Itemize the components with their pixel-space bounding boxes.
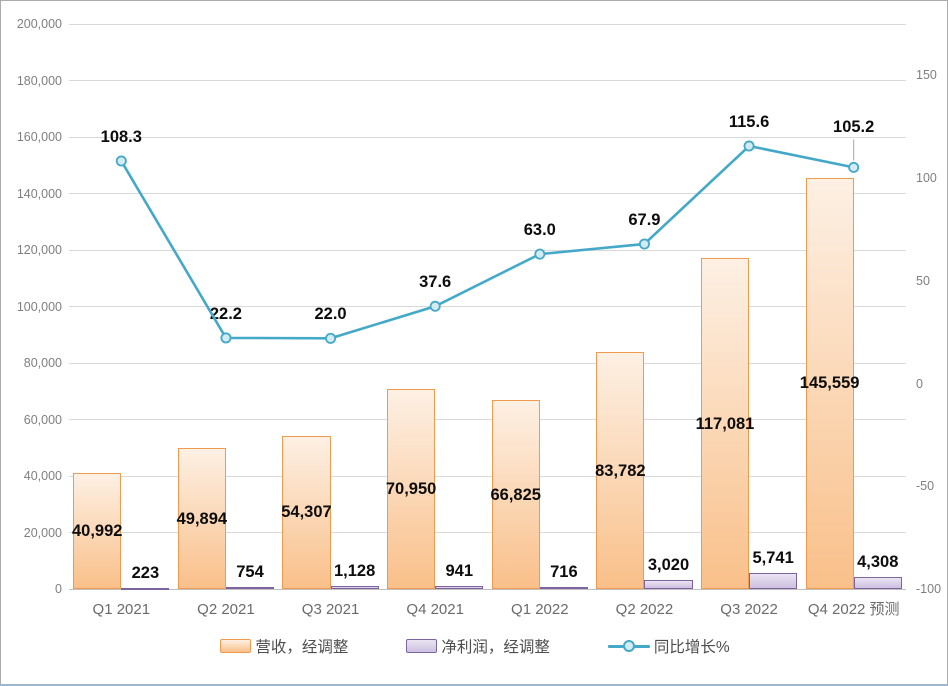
x-axis-category-label: Q4 2021 bbox=[406, 601, 464, 618]
gridline bbox=[69, 306, 906, 307]
revenue-bar bbox=[73, 473, 122, 589]
yoy-growth-label: 108.3 bbox=[100, 128, 142, 147]
revenue-bar bbox=[491, 400, 540, 589]
x-axis-category-label: Q2 2022 bbox=[615, 601, 674, 618]
revenue-bar-label: 145,559 bbox=[799, 374, 860, 393]
revenue-bar-label: 54,307 bbox=[281, 503, 332, 522]
right-axis-tick-label: 0 bbox=[916, 376, 923, 391]
yoy-growth-marker bbox=[743, 140, 755, 152]
revenue-swatch-icon bbox=[220, 639, 252, 653]
net-profit-bar-label: 754 bbox=[236, 562, 264, 581]
yoy-growth-line-path bbox=[120, 144, 854, 340]
revenue-bar-label: 40,992 bbox=[72, 522, 123, 541]
right-axis-tick-label: 100 bbox=[916, 171, 937, 186]
right-axis-tick-label: 150 bbox=[916, 68, 937, 83]
yoy-growth-marker bbox=[534, 248, 546, 260]
yoy-growth-marker bbox=[429, 300, 441, 312]
left-axis-tick-label: 60,000 bbox=[23, 412, 62, 427]
x-axis-category-label: Q4 2022 预测 bbox=[807, 601, 900, 618]
net-profit-swatch-icon bbox=[406, 639, 438, 653]
left-axis-tick-label: 120,000 bbox=[16, 243, 62, 257]
revenue-bar-label: 117,081 bbox=[695, 414, 755, 433]
net-profit-bar-label: 5,741 bbox=[752, 548, 794, 567]
net-profit-bar-label: 1,128 bbox=[333, 561, 376, 580]
net-profit-bar-label: 3,020 bbox=[647, 556, 690, 575]
revenue-bar bbox=[596, 352, 645, 589]
gridline bbox=[69, 193, 906, 194]
yoy-growth-label: 105.2 bbox=[833, 118, 875, 137]
x-axis-category-label: Q3 2021 bbox=[301, 601, 360, 618]
left-axis-tick-label: 80,000 bbox=[23, 356, 62, 370]
yoy-growth-marker bbox=[325, 332, 337, 344]
net-profit-bar bbox=[330, 585, 379, 589]
yoy-growth-label: 67.9 bbox=[628, 211, 661, 230]
revenue-bar bbox=[282, 435, 331, 589]
yoy-growth-marker bbox=[848, 161, 860, 173]
x-axis-category-label: Q1 2022 bbox=[511, 601, 569, 618]
net-profit-bar bbox=[853, 576, 902, 589]
revenue-bar-label: 66,825 bbox=[490, 485, 541, 504]
revenue-bar bbox=[700, 258, 750, 589]
net-profit-bar bbox=[539, 586, 588, 589]
left-axis-tick-label: 100,000 bbox=[16, 299, 62, 314]
net-profit-bar bbox=[749, 572, 798, 589]
yoy-growth-marker bbox=[220, 332, 232, 344]
yoy-growth-label: 22.2 bbox=[209, 304, 242, 323]
revenue-bar-label: 49,894 bbox=[176, 509, 228, 528]
x-axis-category-label: Q3 2022 bbox=[720, 601, 778, 618]
net-profit-bar-label: 4,308 bbox=[857, 552, 899, 571]
net-profit-bar bbox=[225, 586, 275, 589]
gridline bbox=[69, 136, 906, 138]
gridline bbox=[69, 532, 906, 533]
yoy-line-swatch-icon bbox=[607, 639, 650, 653]
yoy-growth-label: 22.0 bbox=[314, 305, 347, 324]
gridline bbox=[69, 23, 906, 25]
yoy-growth-label: 63.0 bbox=[523, 221, 556, 240]
revenue-bar-label: 70,950 bbox=[385, 479, 437, 498]
yoy-growth-label: 115.6 bbox=[728, 113, 770, 132]
revenue-bar-label: 83,782 bbox=[595, 461, 646, 480]
revenue-bar bbox=[805, 177, 854, 589]
legend-label-yoy-growth: 同比增长% bbox=[653, 639, 730, 656]
left-axis-tick-label: 160,000 bbox=[16, 130, 62, 144]
left-axis-tick-label: 200,000 bbox=[16, 17, 62, 31]
left-axis-tick-label: 140,000 bbox=[16, 186, 62, 201]
revenue-bar bbox=[177, 448, 226, 589]
net-profit-bar-label: 716 bbox=[550, 562, 578, 581]
net-profit-bar bbox=[644, 580, 693, 589]
left-axis-tick-label: 0 bbox=[55, 582, 62, 596]
net-profit-bar-label: 941 bbox=[445, 562, 474, 581]
gridline bbox=[69, 475, 906, 477]
legend-item-yoy-growth: 同比增长% bbox=[607, 635, 730, 657]
x-axis-line bbox=[69, 588, 906, 590]
net-profit-bar bbox=[121, 588, 170, 591]
x-axis-category-label: Q1 2021 bbox=[92, 601, 151, 618]
revenue-bar bbox=[387, 388, 436, 589]
right-axis-tick-label: -100 bbox=[916, 582, 942, 596]
left-axis-tick-label: 20,000 bbox=[23, 525, 62, 540]
legend: 营收，经调整 净利润，经调整 同比增长% bbox=[1, 631, 947, 661]
right-axis-tick-label: -50 bbox=[916, 479, 935, 494]
gridline bbox=[69, 362, 906, 364]
yoy-growth-marker bbox=[115, 155, 127, 167]
legend-label-revenue: 营收，经调整 bbox=[255, 639, 349, 656]
legend-item-net-profit: 净利润，经调整 bbox=[406, 635, 550, 657]
left-axis-tick-label: 180,000 bbox=[16, 73, 62, 88]
net-profit-bar bbox=[435, 586, 484, 589]
legend-label-net-profit: 净利润，经调整 bbox=[441, 639, 550, 656]
right-axis-tick-label: 50 bbox=[916, 273, 930, 288]
left-axis-tick-label: 40,000 bbox=[23, 469, 62, 483]
x-axis-category-label: Q2 2021 bbox=[197, 601, 255, 618]
yoy-growth-marker bbox=[638, 238, 650, 250]
gridline bbox=[69, 419, 906, 420]
yoy-growth-label: 37.6 bbox=[419, 273, 452, 292]
legend-item-revenue: 营收，经调整 bbox=[220, 635, 348, 657]
gridline bbox=[69, 80, 906, 81]
net-profit-bar-label: 223 bbox=[131, 564, 160, 583]
gridline bbox=[69, 249, 906, 251]
